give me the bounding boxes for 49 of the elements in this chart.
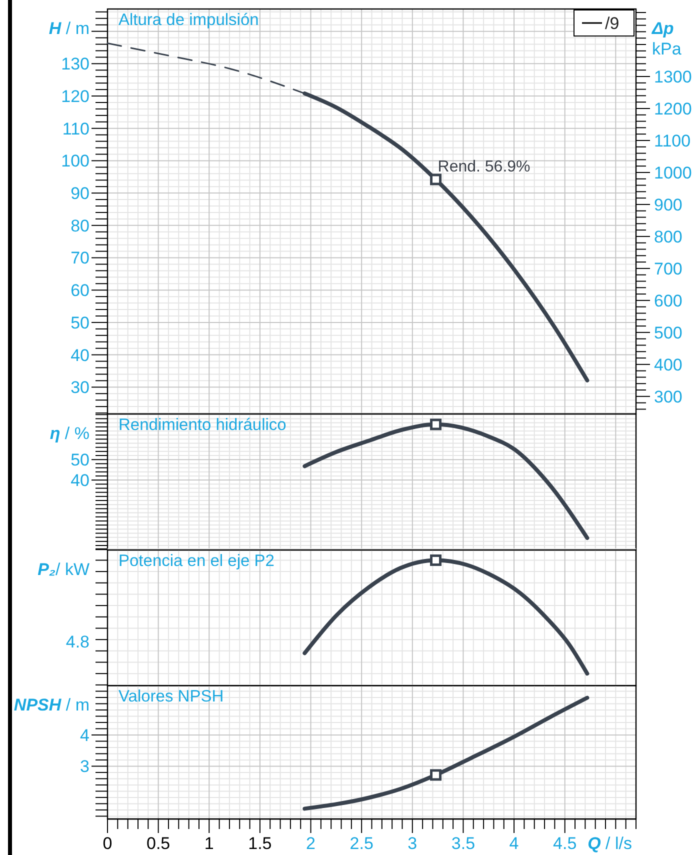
- y-tick-label: 60: [70, 281, 90, 300]
- x-tick-label: 1.5: [248, 834, 272, 853]
- y2-tick-label: 1000: [654, 163, 692, 182]
- y2-tick-label: 900: [654, 195, 682, 214]
- x-tick-label: 0: [102, 834, 112, 853]
- x-tick-label: 1: [204, 834, 214, 853]
- y2-tick-label: 800: [654, 227, 682, 246]
- y2-tick-label: 500: [654, 323, 682, 342]
- y-tick-label: 110: [62, 119, 90, 138]
- chart-title: Rendimiento hidráulico: [118, 416, 286, 434]
- chart-title: Valores NPSH: [118, 688, 224, 706]
- y-tick-label: 30: [70, 378, 90, 398]
- x-tick-label: 3.5: [451, 834, 476, 853]
- x-tick-label: 4: [509, 834, 519, 853]
- y-tick-label: 50: [70, 313, 90, 332]
- y2-tick-label: 300: [654, 387, 682, 406]
- y2-tick-label: 1100: [654, 131, 691, 150]
- y-axis-title: NPSH / m: [14, 696, 90, 715]
- y2-axis-title: Δp kPa: [651, 19, 682, 58]
- y-tick-label: 70: [70, 248, 90, 268]
- y2-tick-label: 600: [654, 291, 682, 310]
- y-tick-label: 80: [70, 216, 90, 236]
- text: /9: [605, 14, 620, 33]
- y-tick-label: 40: [70, 471, 90, 490]
- x-tick-label: 2.5: [350, 834, 374, 853]
- x-tick-label: 0.5: [146, 834, 170, 853]
- x-axis-title: Q / l/s: [588, 834, 632, 853]
- y-axis-title: η / %: [50, 424, 90, 443]
- annotation: Rend. 56.9%: [438, 158, 530, 176]
- y2-tick-label: 400: [654, 355, 682, 374]
- y-axis-title: P₂/ kW: [38, 560, 90, 579]
- y-axis-title: H / m: [48, 19, 90, 38]
- y-tick-label: 3: [80, 757, 90, 776]
- y-tick-label: 130: [61, 54, 90, 74]
- x-tick-label: 3: [408, 834, 418, 853]
- y2-tick-label: 700: [654, 259, 682, 278]
- y-tick-label: 4: [80, 726, 90, 745]
- chart-title: Altura de impulsión: [118, 11, 259, 29]
- y-tick-label: 40: [70, 346, 90, 365]
- y-tick-label: 120: [61, 86, 90, 106]
- y2-tick-label: 1300: [654, 67, 692, 86]
- y-tick-label: 90: [70, 184, 90, 204]
- x-tick-label: 2: [306, 834, 316, 853]
- text: 4.8: [66, 632, 90, 652]
- y-tick-label: 50: [70, 450, 90, 470]
- y-tick-label: 100: [61, 152, 90, 171]
- x-tick-label: 4.5: [553, 834, 577, 853]
- chart-title: Potencia en el eje P2: [118, 552, 274, 570]
- y2-tick-label: 1200: [654, 99, 692, 118]
